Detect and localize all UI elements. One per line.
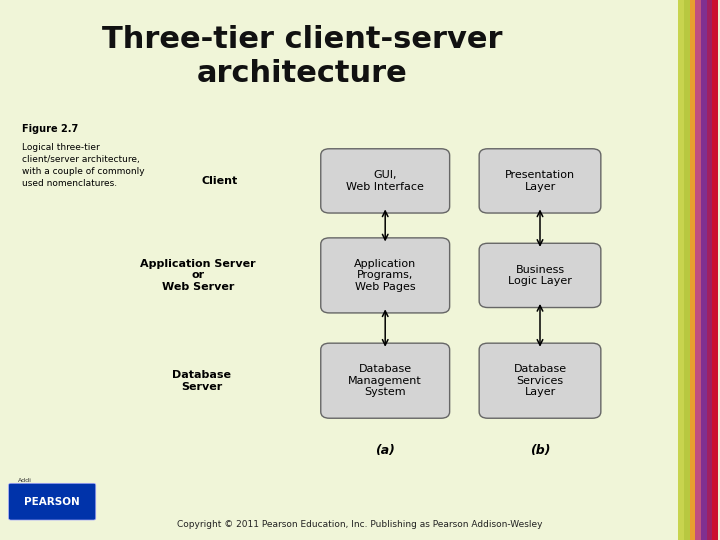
- Text: Three-tier client-server
architecture: Three-tier client-server architecture: [102, 25, 503, 88]
- Text: Figure 2.7: Figure 2.7: [22, 124, 78, 134]
- Text: Logical three-tier
client/server architecture,
with a couple of commonly
used no: Logical three-tier client/server archite…: [22, 143, 144, 187]
- Text: Database
Server: Database Server: [172, 370, 231, 392]
- Text: Copyright © 2011 Pearson Education, Inc. Publishing as Pearson Addison-Wesley: Copyright © 2011 Pearson Education, Inc.…: [177, 521, 543, 529]
- Text: Addi
son
an imprint of: Addi son an imprint of: [18, 478, 58, 495]
- Text: Client: Client: [202, 176, 238, 186]
- Bar: [696, 0, 701, 540]
- Text: Application
Programs,
Web Pages: Application Programs, Web Pages: [354, 259, 416, 292]
- Text: Presentation
Layer: Presentation Layer: [505, 170, 575, 192]
- Bar: [690, 0, 696, 540]
- FancyBboxPatch shape: [321, 238, 449, 313]
- Text: Database
Services
Layer: Database Services Layer: [513, 364, 567, 397]
- Bar: [701, 0, 706, 540]
- FancyBboxPatch shape: [480, 148, 601, 213]
- Bar: [706, 0, 712, 540]
- Text: Database
Management
System: Database Management System: [348, 364, 422, 397]
- Text: PEARSON: PEARSON: [24, 497, 80, 507]
- Bar: [684, 0, 690, 540]
- Text: (a): (a): [375, 444, 395, 457]
- Bar: [712, 0, 718, 540]
- Text: (b): (b): [530, 444, 550, 457]
- FancyBboxPatch shape: [480, 343, 601, 418]
- FancyBboxPatch shape: [480, 243, 601, 308]
- FancyBboxPatch shape: [321, 148, 449, 213]
- FancyBboxPatch shape: [9, 483, 96, 520]
- Text: GUI,
Web Interface: GUI, Web Interface: [346, 170, 424, 192]
- Bar: [678, 0, 684, 540]
- Text: Application Server
or
Web Server: Application Server or Web Server: [140, 259, 256, 292]
- Text: Business
Logic Layer: Business Logic Layer: [508, 265, 572, 286]
- FancyBboxPatch shape: [321, 343, 449, 418]
